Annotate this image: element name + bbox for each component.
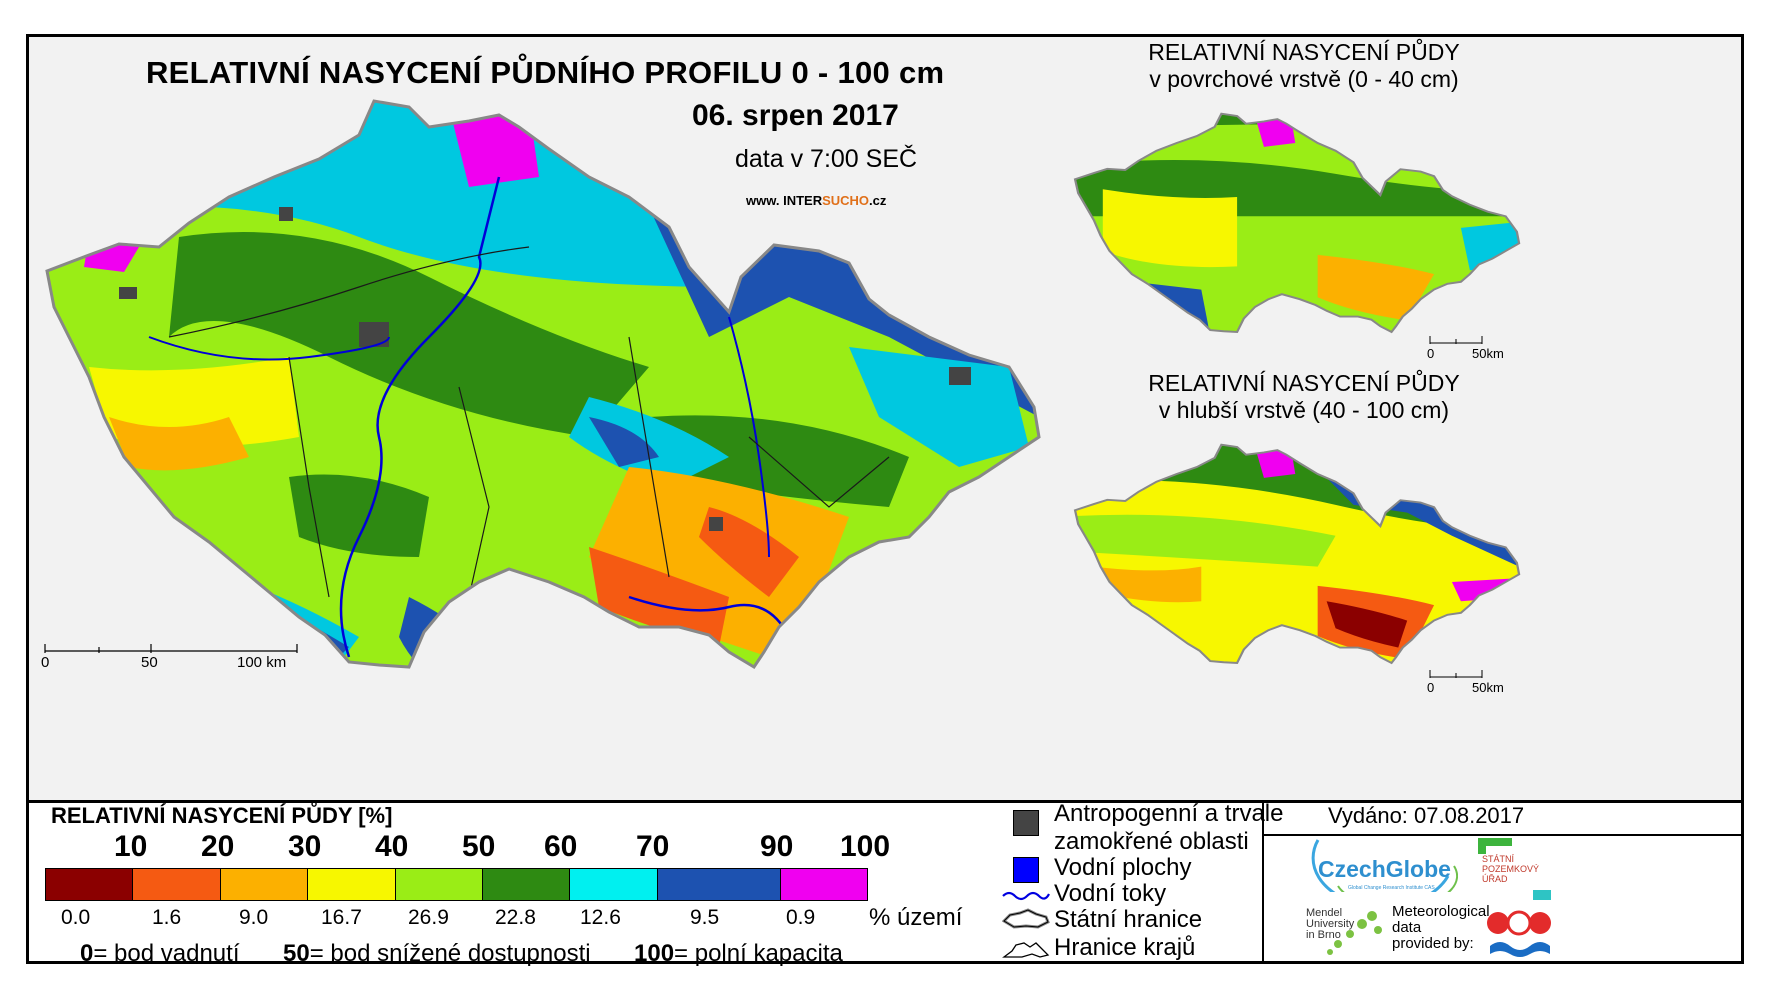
issued-date: Vydáno: 07.08.2017	[1328, 803, 1525, 828]
mendel-logo-icon	[1327, 911, 1382, 955]
legend-threshold: 20	[201, 830, 235, 863]
inset-bottom-scale-0: 0	[1427, 680, 1435, 695]
inset-bottom-title: RELATIVNÍ NASYCENÍ PŮDY v hlubší vrstvě …	[1148, 370, 1460, 423]
main-map	[45, 99, 1041, 670]
czechglobe-logo-text: CzechGlobe	[1318, 856, 1451, 882]
anthropogenic-label: Antropogenní a trvale zamokřené oblasti	[1054, 800, 1284, 855]
legend-threshold: 10	[114, 830, 148, 863]
map-area: RELATIVNÍ NASYCENÍ PŮDNÍHO PROFILU 0 - 1…	[29, 37, 1741, 800]
legend-threshold: 30	[288, 830, 322, 863]
region-border-label: Hranice krajů	[1054, 934, 1196, 961]
water-area-swatch	[1013, 857, 1039, 883]
legend-threshold: 90	[760, 830, 794, 863]
credits-divider	[1262, 834, 1744, 836]
inset-map-deep	[1073, 443, 1521, 665]
spu-logo-icon	[1478, 838, 1512, 854]
water-areas-label: Vodní plochy	[1054, 854, 1192, 881]
mendel-logo-text: Mendel University in Brno	[1306, 907, 1355, 941]
legend-swatch-8	[657, 869, 781, 900]
inset-bottom-scale	[1429, 670, 1483, 678]
legend-swatch-5	[395, 869, 484, 900]
region-border-icon	[1002, 942, 1050, 958]
anthropogenic-swatch	[1013, 810, 1039, 836]
web-link[interactable]: www. INTERSUCHO.cz	[746, 193, 887, 208]
legend-title: RELATIVNÍ NASYCENÍ PŮDY [%]	[51, 803, 393, 828]
legend-percent: 16.7	[321, 906, 362, 929]
legend-color-bar	[45, 868, 868, 901]
inset-map-surface	[1073, 112, 1521, 334]
legend-note-0: 0= bod vadnutí	[80, 940, 240, 967]
scale-label-0: 0	[41, 654, 50, 671]
legend-swatch-2	[133, 869, 221, 900]
legend-percent: 12.6	[580, 906, 621, 929]
inset-top-title: RELATIVNÍ NASYCENÍ PŮDY v povrchové vrst…	[1148, 39, 1460, 92]
spu-logo-text: STÁTNÍ POZEMKOVÝ ÚŘAD	[1482, 854, 1540, 884]
legend-swatch-7	[570, 869, 658, 900]
map-data-time: data v 7:00 SEČ	[735, 145, 918, 173]
legend-threshold: 60	[544, 830, 578, 863]
legend-swatch-9	[780, 869, 867, 900]
legend-percent: 0.0	[61, 906, 91, 929]
legend-percent-unit: % území	[869, 904, 963, 931]
inset-top-scale-0: 0	[1427, 346, 1435, 361]
legend-percent: 9.5	[690, 906, 720, 929]
map-title: RELATIVNÍ NASYCENÍ PŮDNÍHO PROFILU 0 - 1…	[146, 55, 945, 90]
state-border-label: Státní hranice	[1054, 906, 1203, 933]
legend-percent: 9.0	[239, 906, 269, 929]
water-streams-label: Vodní toky	[1054, 880, 1167, 907]
spu-accent	[1533, 890, 1551, 900]
main-scale-bar	[44, 644, 298, 653]
meteo-credit-text: Meteorological data provided by:	[1392, 903, 1490, 952]
legend-divider	[29, 800, 1741, 803]
legend-vertical-divider	[1262, 800, 1264, 961]
legend-percent: 0.9	[786, 906, 816, 929]
state-border-icon	[1002, 908, 1050, 929]
legend-percent: 1.6	[152, 906, 182, 929]
legend-note-100: 100= polní kapacita	[634, 940, 843, 967]
legend-percent: 22.8	[495, 906, 536, 929]
legend-threshold: 70	[636, 830, 670, 863]
chmi-logo-icon	[1487, 910, 1551, 957]
legend-swatch-1	[46, 869, 134, 900]
inset-bottom-scale-50: 50km	[1472, 680, 1504, 695]
scale-label-100: 100 km	[237, 654, 287, 671]
legend-note-50: 50= bod snížené dostupnosti	[283, 940, 591, 967]
legend-percent: 26.9	[408, 906, 449, 929]
legend-swatch-4	[308, 869, 396, 900]
czechglobe-logo-icon	[1311, 839, 1458, 892]
legend-threshold: 100	[840, 830, 891, 863]
inset-top-scale	[1429, 336, 1483, 344]
legend-threshold: 50	[462, 830, 496, 863]
map-frame: RELATIVNÍ NASYCENÍ PŮDNÍHO PROFILU 0 - 1…	[26, 34, 1744, 964]
czechglobe-logo-sub: Global Change Research Institute CAS	[1348, 885, 1435, 891]
inset-top-scale-50: 50km	[1472, 346, 1504, 361]
scale-label-50: 50	[141, 654, 158, 671]
legend-swatch-6	[483, 869, 571, 900]
map-date: 06. srpen 2017	[692, 99, 899, 132]
water-stream-icon	[1002, 891, 1050, 901]
legend-swatch-3	[220, 869, 309, 900]
legend-threshold: 40	[375, 830, 409, 863]
